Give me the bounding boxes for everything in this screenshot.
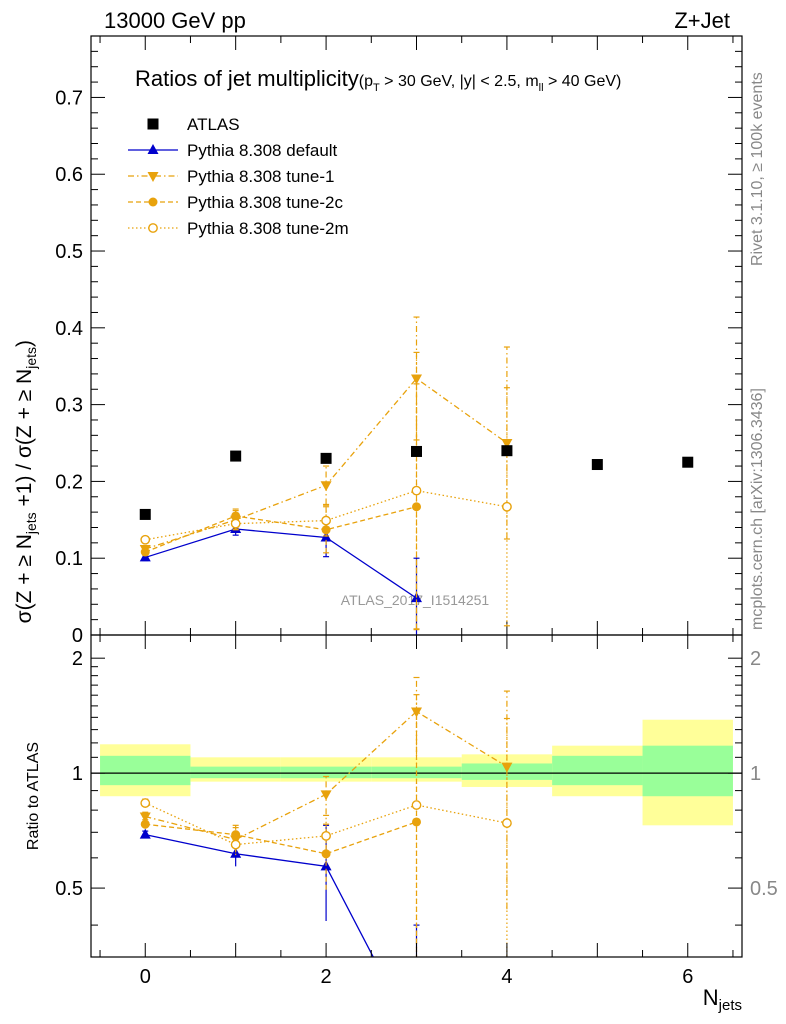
- header-right: Z+Jet: [674, 8, 730, 33]
- data-point: [411, 485, 422, 496]
- x-axis-label: Njets: [703, 985, 742, 1014]
- x-tick-label: 0: [140, 966, 151, 988]
- data-point: [321, 515, 331, 526]
- data-point: [591, 459, 603, 471]
- ratio-point: [139, 812, 151, 823]
- main-panel: ATLAS_2017_I151425100.10.20.30.40.50.60.…: [13, 35, 743, 647]
- ratio-point: [230, 847, 242, 858]
- data-point: [682, 456, 694, 468]
- main-y-tick-label: 0.5: [55, 241, 83, 263]
- main-title: Ratios of jet multiplicity(pT > 30 GeV, …: [135, 66, 621, 94]
- main-y-tick-label: 0.3: [55, 395, 83, 417]
- uncertainty-band-inner: [190, 766, 281, 779]
- data-point: [231, 511, 241, 521]
- ratio-y-tick-label-right: 2: [750, 648, 761, 670]
- legend-marker: [147, 144, 159, 154]
- main-y-tick-label: 0.7: [55, 87, 83, 109]
- legend-marker: [147, 172, 159, 182]
- legend-label: Pythia 8.308 default: [187, 141, 338, 160]
- data-point: [230, 450, 242, 462]
- x-tick-label: 4: [501, 966, 512, 988]
- uncertainty-band-inner: [100, 755, 191, 786]
- series-line: [145, 489, 508, 541]
- series-default: [139, 517, 422, 635]
- ratio-frame: [90, 634, 743, 958]
- ratio-y-axis-label: Ratio to ATLAS: [25, 742, 42, 850]
- side-label-rivet: Rivet 3.1.10, ≥ 100k events: [749, 72, 766, 266]
- data-point: [230, 518, 241, 529]
- main-y-tick-label: 0.2: [55, 471, 83, 493]
- data-point: [320, 481, 332, 492]
- ratio-y-tick-label-right: 0.5: [750, 878, 778, 900]
- data-point: [411, 445, 422, 457]
- ratio-y-tick-label: 1: [72, 763, 83, 785]
- main-y-tick-label: 0.4: [55, 318, 83, 340]
- ratio-point: [140, 819, 150, 829]
- data-point: [502, 501, 512, 512]
- ratio-series-line: [145, 834, 375, 957]
- ratio-y-tick-label-right: 1: [750, 763, 761, 785]
- data-point: [320, 452, 332, 464]
- ratio-point: [411, 800, 422, 810]
- series-data: [139, 445, 694, 520]
- data-point: [139, 508, 151, 520]
- ratio-point: [140, 798, 151, 808]
- x-tick-label: 6: [682, 966, 693, 988]
- series-tune2m: [140, 351, 512, 630]
- ratio-point: [502, 818, 512, 828]
- ratio-series-tune2m: [140, 694, 512, 957]
- data-point: [321, 525, 331, 535]
- series-line: [145, 528, 417, 599]
- ratio-panel: 0.5 0.5 1 1 2 2 0 2 4 6 Ratio to ATLAS Njets: [25, 634, 778, 1014]
- ratio-y-tick-label: 0.5: [55, 878, 83, 900]
- uncertainty-band-inner: [280, 766, 372, 779]
- ratio-point: [320, 790, 332, 801]
- ratio-series-line: [144, 802, 508, 846]
- x-tick-label: 2: [321, 966, 332, 988]
- legend-label: Pythia 8.308 tune-1: [187, 167, 334, 186]
- uncertainty-band-inner: [552, 755, 643, 786]
- legend-label: ATLAS: [187, 115, 240, 134]
- ratio-bands: [100, 719, 733, 826]
- side-label-mcplots: mcplots.cern.ch [arXiv:1306.3436]: [749, 388, 766, 630]
- legend-marker: [147, 118, 159, 130]
- legend-label: Pythia 8.308 tune-2m: [187, 219, 349, 238]
- ratio-series-default: [139, 824, 420, 957]
- legend-marker: [148, 197, 158, 207]
- main-y-tick-label: 0.6: [55, 164, 83, 186]
- data-point: [501, 439, 513, 450]
- ratio-point: [321, 830, 331, 841]
- main-plot-area: [139, 316, 694, 635]
- ratio-point: [139, 828, 151, 839]
- main-y-axis-label: σ(Z + ≥ Njets +1) / σ(Z + ≥ Njets): [13, 340, 39, 623]
- uncertainty-band-inner: [642, 745, 733, 797]
- main-y-tick-label: 0: [72, 625, 83, 647]
- ratio-series-line: [145, 821, 417, 855]
- data-point: [501, 445, 513, 457]
- legend-marker: [148, 223, 158, 233]
- ratio-plot-area: [139, 676, 513, 957]
- data-point: [140, 534, 151, 545]
- ratio-point: [230, 839, 241, 850]
- main-y-tick-label: 0.1: [55, 548, 83, 570]
- header-left: 13000 GeV pp: [104, 8, 246, 33]
- ratio-y-tick-label: 2: [72, 648, 83, 670]
- data-point: [412, 502, 421, 512]
- data-point: [140, 547, 150, 557]
- legend-label: Pythia 8.308 tune-2c: [187, 193, 343, 212]
- legend: ATLAS Pythia 8.308 default Pythia 8.308 tu…: [128, 115, 349, 238]
- ratio-point: [412, 817, 421, 827]
- series-line: [145, 506, 417, 553]
